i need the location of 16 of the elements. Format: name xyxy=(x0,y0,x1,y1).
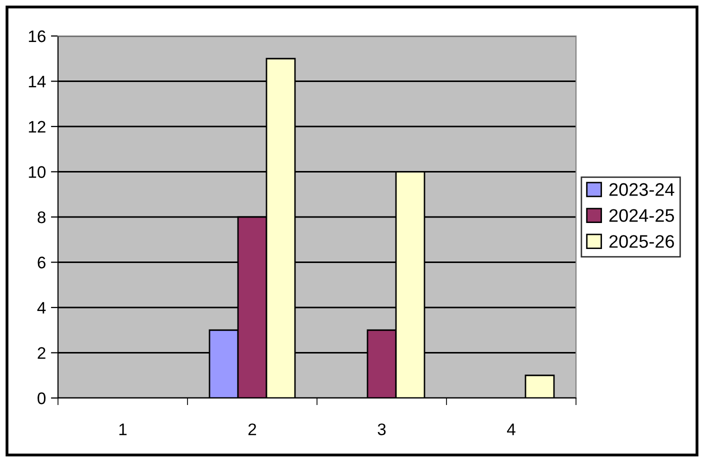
y-tick-label: 4 xyxy=(37,302,46,314)
legend-label: 2023-24 xyxy=(609,183,674,196)
y-tick-label: 16 xyxy=(28,30,46,42)
x-tick-label: 3 xyxy=(378,423,386,436)
x-tick-label: 1 xyxy=(119,424,127,436)
legend-label: 2024-25 xyxy=(609,209,674,222)
y-tick-label: 8 xyxy=(38,211,46,224)
x-tick-label: 2 xyxy=(248,423,256,436)
y-tick-label: 2 xyxy=(38,347,46,359)
y-tick-label: 10 xyxy=(28,166,46,178)
y-tick-label: 12 xyxy=(28,120,46,133)
legend-label: 2025-26 xyxy=(609,235,674,248)
y-tick-label: 0 xyxy=(38,392,46,404)
y-tick-label: 6 xyxy=(38,256,46,268)
x-tick-label: 4 xyxy=(507,424,516,436)
y-tick-label: 14 xyxy=(28,76,46,88)
